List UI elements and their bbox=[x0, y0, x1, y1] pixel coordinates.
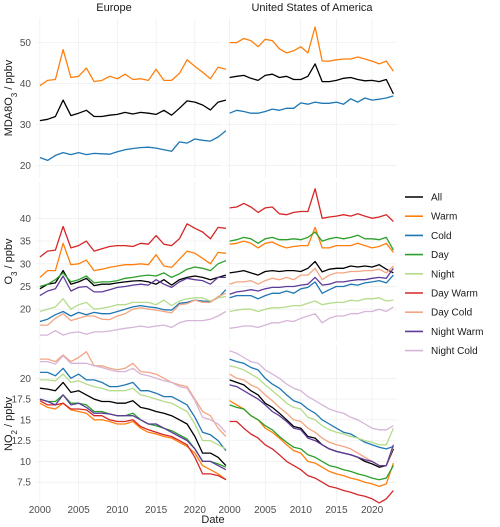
series-line-night-warm bbox=[229, 384, 395, 467]
x-tick-label: 2005 bbox=[68, 505, 91, 516]
y-tick-label: 40 bbox=[20, 79, 32, 90]
y-tick-label: 10 bbox=[20, 457, 32, 468]
y-tick-label: 30 bbox=[20, 120, 32, 131]
y-tick-label: 20 bbox=[20, 374, 32, 385]
panel-mda8-united-states-of-america bbox=[226, 18, 397, 178]
x-axis-label: Date bbox=[201, 514, 224, 526]
series-line-warm bbox=[39, 242, 226, 278]
y-tick-label: 12.5 bbox=[12, 436, 32, 447]
series-line-all bbox=[229, 260, 394, 276]
series-line-all bbox=[39, 269, 227, 290]
series-line-night bbox=[39, 373, 227, 450]
series-line-day-warm bbox=[229, 188, 394, 222]
legend-label-night-cold: Night Cold bbox=[431, 346, 478, 357]
series-line-day-warm bbox=[39, 400, 227, 481]
series-line-day-cold bbox=[39, 351, 227, 437]
panels bbox=[36, 18, 397, 504]
series-line-day bbox=[229, 404, 394, 481]
series-line-cold bbox=[39, 367, 227, 451]
series-line-day-cold bbox=[229, 265, 394, 285]
series-line-night bbox=[229, 297, 394, 313]
x-tick-label: 2015 bbox=[145, 505, 168, 516]
series-line-day-cold bbox=[39, 292, 227, 326]
legend-label-day: Day bbox=[431, 250, 449, 261]
y-tick-label: 40 bbox=[20, 214, 32, 225]
legend-label-cold: Cold bbox=[431, 231, 452, 242]
series-line-night-warm bbox=[39, 394, 227, 471]
series-line-cold bbox=[229, 95, 394, 114]
panel-mda8-europe bbox=[36, 18, 227, 178]
series-line-warm bbox=[39, 402, 227, 481]
series-line-night-cold bbox=[229, 306, 394, 329]
y-tick-label: 15 bbox=[20, 415, 32, 426]
panel-no2-united-states-of-america bbox=[226, 345, 397, 504]
series-line-day-warm bbox=[229, 420, 394, 504]
x-axis: 2000 2005 2010 2015 2020 2000 2005 2010 2015 2020 bbox=[29, 505, 384, 516]
series-line-night-cold bbox=[229, 350, 394, 431]
series-line-night bbox=[229, 365, 394, 446]
legend-label-all: All bbox=[431, 193, 442, 204]
panel-strip-europe: Europe bbox=[96, 2, 131, 14]
panel-no2-europe bbox=[36, 345, 227, 503]
series-line-cold bbox=[229, 274, 394, 300]
series-line-day bbox=[39, 259, 227, 288]
x-tick-label: 2010 bbox=[106, 505, 129, 516]
legend-label-night: Night bbox=[431, 269, 455, 280]
panel-strip-usa: United States of America bbox=[251, 2, 373, 14]
series-line-cold bbox=[39, 130, 227, 162]
legend-label-night-warm: Night Warm bbox=[431, 327, 483, 338]
series-line-night-cold bbox=[39, 310, 227, 336]
x-tick-label: 2015 bbox=[325, 505, 348, 516]
series-line-all bbox=[229, 63, 394, 95]
legend-label-day-warm: Day Warm bbox=[431, 289, 478, 300]
y-tick-label: 20 bbox=[20, 161, 32, 172]
y-tick-label: 25 bbox=[20, 282, 32, 293]
series-line-day bbox=[229, 231, 394, 251]
x-tick-label: 2000 bbox=[29, 505, 52, 516]
y-tick-label: 17.5 bbox=[12, 395, 32, 406]
series-line-all bbox=[39, 99, 227, 122]
legend-label-day-cold: Day Cold bbox=[431, 308, 472, 319]
y-axis-label-mda8: MDA8O3 / ppbv bbox=[3, 59, 19, 136]
series-line-all bbox=[39, 381, 227, 467]
x-tick-label: 2010 bbox=[290, 505, 313, 516]
y-tick-label: 7.5 bbox=[17, 478, 31, 489]
y-tick-label: 30 bbox=[20, 259, 32, 270]
x-tick-label: 2000 bbox=[218, 505, 241, 516]
series-line-night-cold bbox=[39, 355, 227, 433]
x-tick-label: 2020 bbox=[184, 505, 207, 516]
series-line-night bbox=[39, 295, 227, 313]
x-tick-label: 2005 bbox=[254, 505, 277, 516]
series-line-night-warm bbox=[229, 267, 394, 295]
y-tick-label: 50 bbox=[20, 38, 32, 49]
panel-o3-europe bbox=[36, 182, 227, 341]
legend: All Warm Cold Day Night Day Warm Day Cold Night… bbox=[405, 193, 483, 357]
series-line-cold bbox=[229, 358, 394, 450]
series-line-day-warm bbox=[39, 223, 226, 258]
y-axis-label-no2: NO2 / ppbv bbox=[3, 397, 19, 451]
series-line-warm bbox=[229, 26, 394, 72]
legend-label-warm: Warm bbox=[431, 212, 457, 223]
y-tick-label: 35 bbox=[20, 237, 32, 248]
y-tick-label: 20 bbox=[20, 305, 32, 316]
series-line-day-cold bbox=[229, 373, 395, 467]
series-line-night-warm bbox=[39, 275, 226, 297]
y-axis-label-o3: O3 / ppbv bbox=[3, 238, 19, 285]
x-tick-label: 2020 bbox=[361, 505, 384, 516]
series-line-warm bbox=[229, 226, 394, 253]
series-line-all bbox=[229, 379, 394, 468]
series-line-warm bbox=[39, 48, 227, 87]
panel-o3-united-states-of-america bbox=[226, 182, 397, 341]
